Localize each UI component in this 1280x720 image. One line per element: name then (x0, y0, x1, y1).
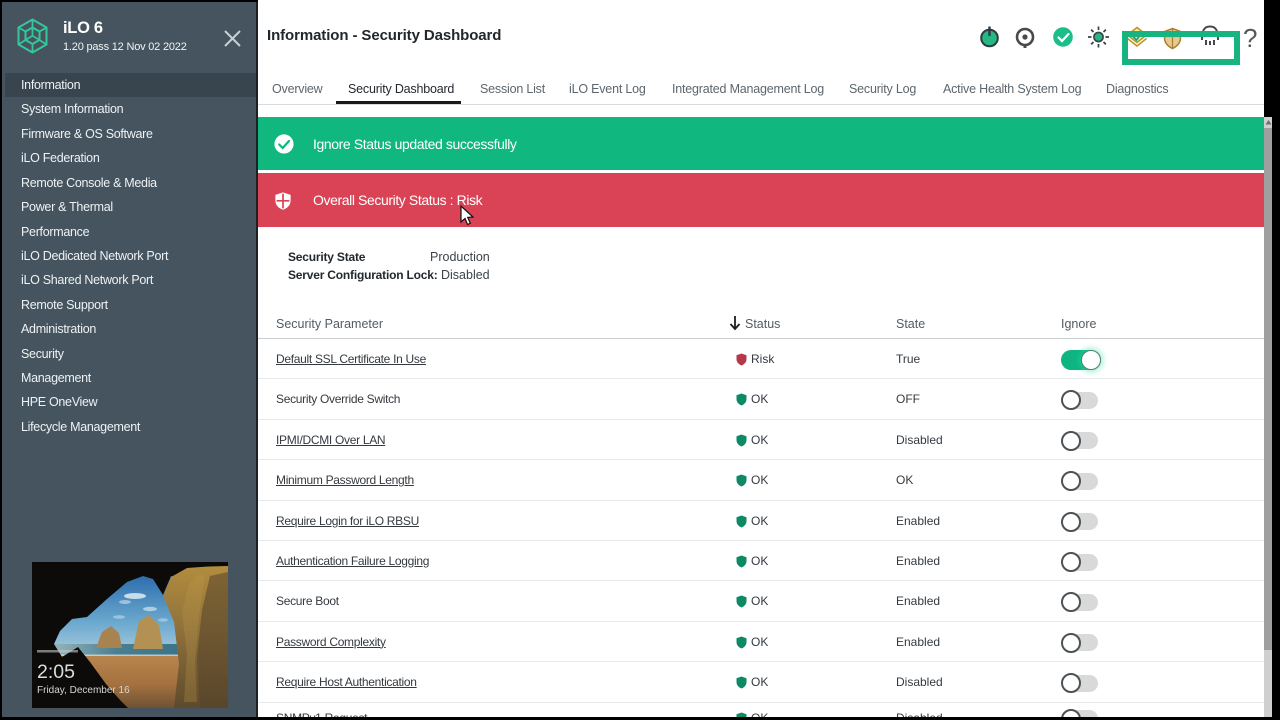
svg-text:Friday, December 16: Friday, December 16 (37, 685, 130, 696)
svg-text:2:05: 2:05 (37, 661, 75, 683)
